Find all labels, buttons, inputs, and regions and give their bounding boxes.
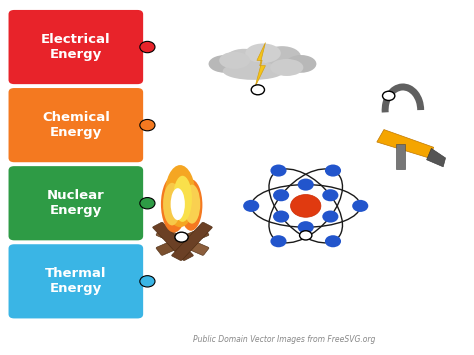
FancyBboxPatch shape — [9, 88, 143, 162]
Text: Chemical
Energy: Chemical Energy — [42, 111, 110, 139]
FancyBboxPatch shape — [9, 166, 143, 240]
Circle shape — [325, 235, 341, 247]
Circle shape — [140, 41, 155, 53]
Circle shape — [300, 231, 312, 240]
Circle shape — [322, 189, 338, 201]
Circle shape — [298, 179, 314, 191]
Circle shape — [383, 91, 395, 100]
Text: Electrical
Energy: Electrical Energy — [41, 33, 110, 61]
Circle shape — [273, 211, 289, 223]
Ellipse shape — [223, 62, 284, 80]
Circle shape — [243, 200, 259, 212]
Circle shape — [298, 221, 314, 233]
Ellipse shape — [285, 55, 316, 73]
Ellipse shape — [219, 52, 250, 69]
Circle shape — [270, 235, 286, 247]
Ellipse shape — [224, 49, 264, 72]
Polygon shape — [427, 148, 446, 167]
Ellipse shape — [183, 185, 200, 224]
FancyBboxPatch shape — [156, 228, 209, 255]
Circle shape — [140, 197, 155, 209]
Ellipse shape — [161, 176, 187, 233]
Circle shape — [273, 189, 289, 201]
Polygon shape — [377, 130, 434, 158]
FancyBboxPatch shape — [9, 244, 143, 318]
Circle shape — [140, 275, 155, 287]
Circle shape — [140, 119, 155, 131]
Circle shape — [325, 164, 341, 176]
FancyBboxPatch shape — [156, 228, 209, 255]
Circle shape — [270, 164, 286, 176]
FancyBboxPatch shape — [9, 10, 143, 84]
Circle shape — [175, 232, 188, 242]
Circle shape — [291, 195, 321, 217]
FancyBboxPatch shape — [153, 222, 193, 261]
Ellipse shape — [163, 183, 181, 225]
Ellipse shape — [263, 46, 301, 67]
Ellipse shape — [246, 43, 281, 63]
Ellipse shape — [171, 188, 185, 220]
Ellipse shape — [173, 176, 192, 222]
Ellipse shape — [165, 165, 195, 227]
Text: Public Domain Vector Images from FreeSVG.org: Public Domain Vector Images from FreeSVG… — [193, 335, 375, 344]
Polygon shape — [255, 43, 265, 87]
Text: Thermal
Energy: Thermal Energy — [45, 267, 107, 295]
Circle shape — [322, 211, 338, 223]
Ellipse shape — [270, 59, 303, 76]
Ellipse shape — [209, 55, 242, 73]
Circle shape — [352, 200, 368, 212]
Text: Nuclear
Energy: Nuclear Energy — [47, 189, 105, 217]
Polygon shape — [396, 144, 405, 169]
FancyBboxPatch shape — [172, 222, 212, 261]
Ellipse shape — [180, 179, 202, 231]
Circle shape — [251, 85, 264, 95]
